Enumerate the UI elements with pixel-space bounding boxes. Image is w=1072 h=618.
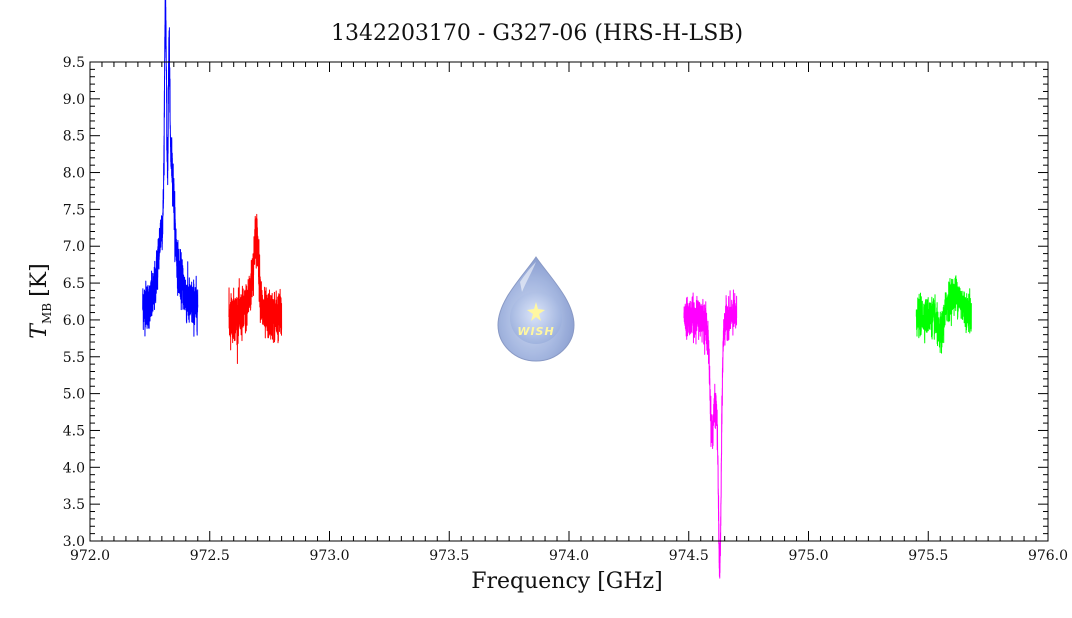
spectrum-series-4 bbox=[915, 275, 972, 354]
y-tick-label: 3.5 bbox=[63, 497, 85, 513]
spectrum-series-2 bbox=[228, 213, 283, 365]
x-tick-label: 972.0 bbox=[70, 548, 110, 564]
y-axis-label-unit: [K] bbox=[27, 263, 52, 297]
spectrum-series-3 bbox=[683, 289, 738, 579]
axis-ticks bbox=[89, 61, 1049, 542]
y-tick-label: 6.5 bbox=[63, 276, 85, 292]
x-tick-label: 976.0 bbox=[1028, 548, 1068, 564]
y-axis-label: TMB [K] bbox=[27, 263, 54, 338]
y-tick-label: 9.5 bbox=[63, 55, 85, 71]
y-tick-label: 7.0 bbox=[63, 239, 85, 255]
y-tick-label: 5.5 bbox=[63, 350, 85, 366]
x-tick-label: 974.0 bbox=[549, 548, 589, 564]
x-tick-label: 973.5 bbox=[429, 548, 469, 564]
x-tick-label: 973.0 bbox=[309, 548, 349, 564]
series-layer bbox=[142, 0, 972, 579]
y-tick-label: 5.0 bbox=[63, 387, 85, 403]
axis-tick-labels: 972.0 972.5 973.0 973.5 974.0 974.5 975.0 975.5… bbox=[63, 55, 1068, 564]
x-tick-label: 975.5 bbox=[908, 548, 948, 564]
x-tick-label: 972.5 bbox=[190, 548, 230, 564]
y-axis-label-sub: MB bbox=[40, 303, 54, 324]
y-tick-label: 4.5 bbox=[63, 423, 85, 439]
y-tick-label: 8.0 bbox=[63, 166, 85, 182]
x-tick-label: 974.5 bbox=[669, 548, 709, 564]
y-tick-label: 7.5 bbox=[63, 202, 85, 218]
y-tick-label: 8.5 bbox=[63, 129, 85, 145]
x-tick-label: 975.0 bbox=[788, 548, 828, 564]
wish-logo-text: WISH bbox=[517, 325, 554, 338]
y-tick-label: 6.0 bbox=[63, 313, 85, 329]
y-tick-label: 9.0 bbox=[63, 92, 85, 108]
x-axis-label: Frequency [GHz] bbox=[471, 569, 663, 594]
spectrum-series-1 bbox=[142, 0, 199, 337]
y-axis-label-main: T bbox=[27, 322, 52, 339]
y-tick-label: 4.0 bbox=[63, 460, 85, 476]
y-tick-label: 3.0 bbox=[63, 534, 85, 550]
chart-title: 1342203170 - G327-06 (HRS-H-LSB) bbox=[331, 21, 743, 46]
wish-logo: WISH bbox=[497, 256, 575, 362]
